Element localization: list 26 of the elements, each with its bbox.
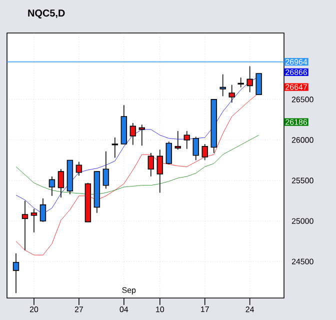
candlestick (40, 198, 46, 222)
candlestick (130, 122, 136, 146)
candlestick (76, 161, 82, 176)
candlestick (138, 124, 145, 146)
candlestick (256, 73, 262, 95)
candlestick (202, 144, 208, 161)
candlestick (184, 130, 190, 150)
candlestick (48, 176, 56, 196)
line-series (16, 134, 260, 194)
candlestick (238, 77, 244, 88)
candlestick (156, 149, 163, 194)
candlestick (220, 74, 226, 97)
candlestick (228, 84, 235, 104)
chart-title: NQC5,D (28, 10, 65, 18)
candlestick (246, 66, 253, 93)
candlestick (112, 137, 118, 158)
candlestick (30, 208, 38, 233)
candlestick (12, 253, 20, 294)
candlestick (22, 200, 28, 251)
line-series (16, 92, 260, 256)
candlestick (192, 136, 199, 161)
candlestick (166, 141, 172, 165)
candlestick (174, 130, 181, 150)
candlestick (58, 168, 64, 198)
candlestick (148, 152, 154, 177)
candlestick (102, 150, 110, 189)
